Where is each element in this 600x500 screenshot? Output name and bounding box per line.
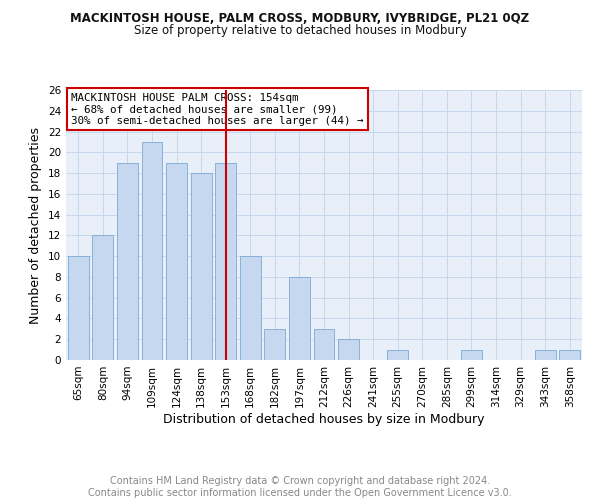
Bar [68,256,89,360]
Bar [461,350,482,360]
Text: Contains HM Land Registry data © Crown copyright and database right 2024.
Contai: Contains HM Land Registry data © Crown c… [88,476,512,498]
Bar [387,350,408,360]
Text: MACKINTOSH HOUSE, PALM CROSS, MODBURY, IVYBRIDGE, PL21 0QZ: MACKINTOSH HOUSE, PALM CROSS, MODBURY, I… [70,12,530,26]
Text: Size of property relative to detached houses in Modbury: Size of property relative to detached ho… [134,24,466,37]
Bar [314,329,334,360]
Bar [265,329,286,360]
Bar [191,173,212,360]
Bar [240,256,261,360]
Bar [142,142,163,360]
Bar [215,162,236,360]
Bar [117,162,138,360]
Text: MACKINTOSH HOUSE PALM CROSS: 154sqm
← 68% of detached houses are smaller (99)
30: MACKINTOSH HOUSE PALM CROSS: 154sqm ← 68… [71,92,364,126]
Bar [559,350,580,360]
Bar [338,339,359,360]
Bar [92,236,113,360]
Bar [289,277,310,360]
Y-axis label: Number of detached properties: Number of detached properties [29,126,43,324]
Bar [166,162,187,360]
X-axis label: Distribution of detached houses by size in Modbury: Distribution of detached houses by size … [163,412,485,426]
Bar [535,350,556,360]
